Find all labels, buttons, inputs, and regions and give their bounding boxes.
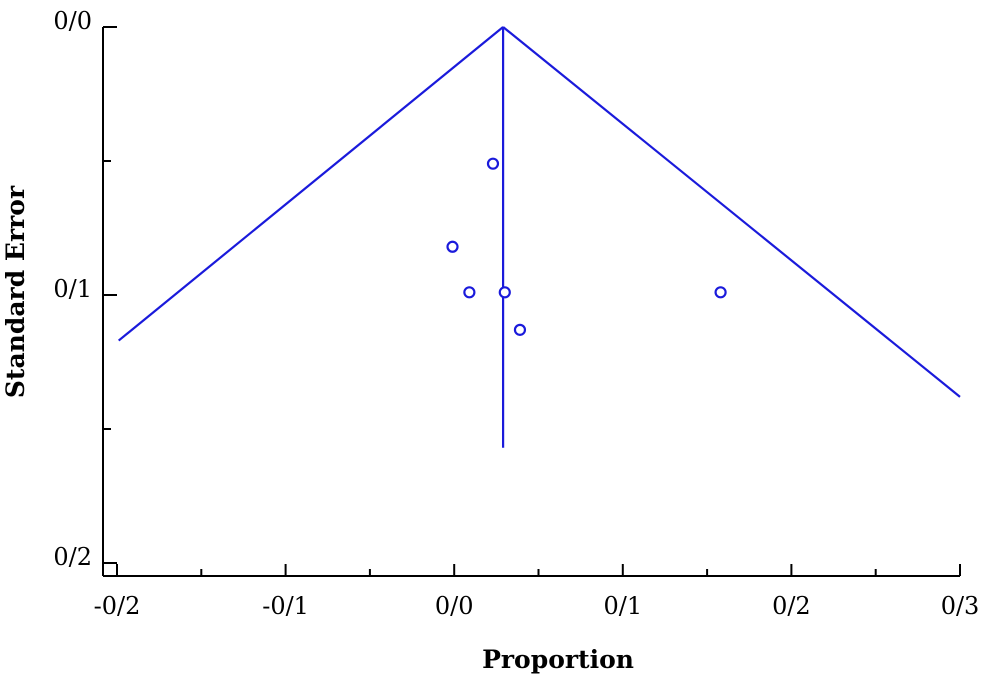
funnel-right-line — [502, 26, 961, 398]
x-tick-label: -0/1 — [262, 592, 309, 620]
y-axis-title: Standard Error — [1, 185, 30, 398]
y-tick-label: 0/2 — [53, 543, 92, 571]
x-tick-label: 0/2 — [772, 592, 811, 620]
study-point — [486, 157, 500, 170]
funnel-left-line — [117, 26, 504, 342]
study-points — [446, 157, 727, 336]
y-tick-label: 0/0 — [53, 7, 92, 35]
x-axis-ticks: -0/2 -0/1 0/0 0/1 0/2 0/3 — [94, 564, 980, 620]
study-point — [446, 240, 459, 253]
study-point — [513, 323, 527, 336]
funnel-lines — [117, 26, 961, 448]
study-point — [714, 286, 727, 299]
y-tick-label: 0/1 — [53, 275, 92, 303]
x-tick-label: 0/0 — [435, 592, 474, 620]
axes: -0/2 -0/1 0/0 0/1 0/2 0/3 0/0 0/1 0/2 — [53, 7, 979, 620]
study-point — [463, 286, 476, 299]
x-tick-label: -0/2 — [94, 592, 141, 620]
y-axis-ticks: 0/0 0/1 0/2 — [53, 7, 117, 571]
x-axis-title: Proportion — [482, 645, 634, 674]
study-point — [498, 286, 511, 299]
x-tick-label: 0/3 — [941, 592, 980, 620]
x-tick-label: 0/1 — [603, 592, 642, 620]
